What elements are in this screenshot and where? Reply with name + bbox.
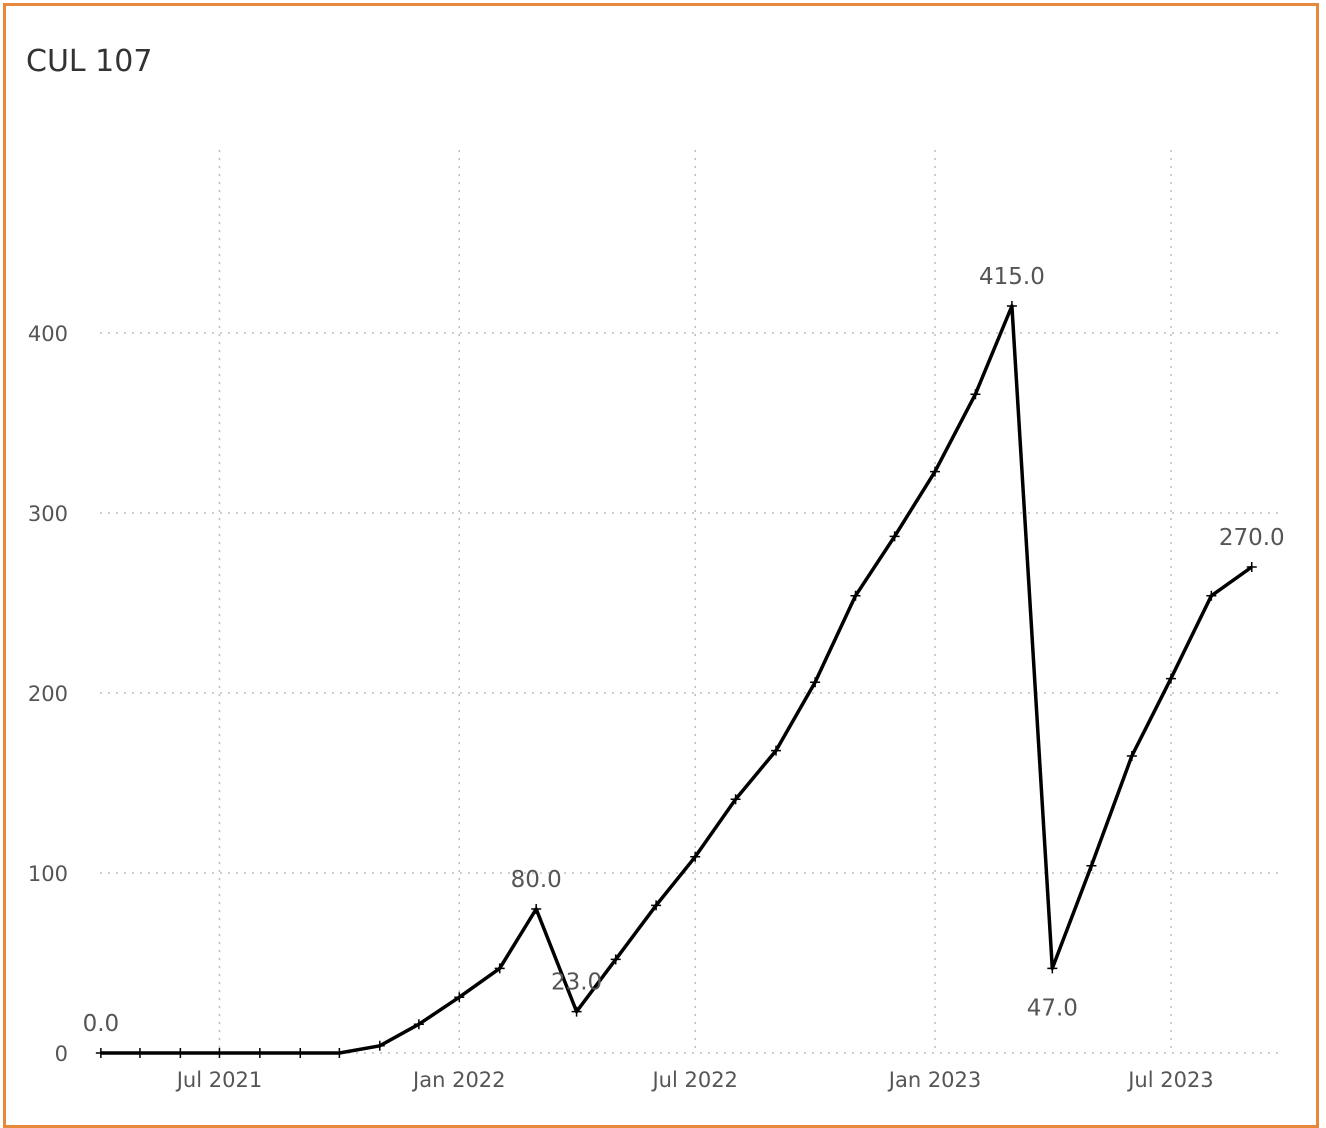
data-label: 270.0 [1219, 525, 1285, 551]
data-point [610, 954, 621, 965]
data-point [1206, 590, 1217, 601]
x-tick-label: Jul 2021 [175, 1068, 262, 1092]
y-tick-label: 400 [28, 322, 68, 346]
y-tick-label: 200 [28, 682, 68, 706]
y-tick-label: 0 [55, 1042, 68, 1066]
data-label: 0.0 [83, 1011, 120, 1037]
data-labels: 0.0 80.0 23.0 415.0 47.0 270.0 [83, 264, 1285, 1037]
data-point [494, 963, 505, 974]
chart-frame [3, 3, 1319, 1128]
data-point [413, 1019, 424, 1030]
data-point [175, 1048, 186, 1058]
data-point [810, 677, 821, 688]
x-tick-label: Jan 2023 [887, 1068, 982, 1092]
data-label: 23.0 [551, 970, 602, 996]
data-point [730, 794, 741, 805]
data-point [930, 466, 941, 477]
data-point [1126, 751, 1137, 761]
data-point [651, 900, 662, 911]
data-point [454, 992, 465, 1003]
x-tick-label: Jul 2022 [650, 1068, 737, 1092]
x-axis-ticks: Jul 2021 Jan 2022 Jul 2022 Jan 2023 Jul 2023 [175, 1068, 1214, 1092]
data-point [771, 745, 782, 756]
data-point [1047, 963, 1058, 974]
y-tick-label: 300 [28, 502, 68, 526]
grid-lines [100, 150, 1280, 1054]
data-label: 80.0 [511, 867, 562, 893]
data-point [970, 389, 981, 400]
data-point [254, 1048, 265, 1058]
data-point [1006, 301, 1017, 311]
data-markers [95, 301, 1257, 1058]
data-point [1086, 860, 1097, 871]
y-tick-label: 100 [28, 862, 68, 886]
data-point [850, 590, 861, 601]
data-point [295, 1048, 306, 1058]
data-point [889, 531, 900, 542]
data-point [374, 1040, 385, 1051]
data-label: 47.0 [1027, 995, 1078, 1021]
data-point [134, 1048, 145, 1058]
x-tick-label: Jan 2022 [411, 1068, 506, 1092]
data-point [690, 851, 701, 862]
data-point [1246, 562, 1257, 572]
data-point [531, 904, 542, 914]
data-point [214, 1048, 225, 1058]
series-line [100, 304, 1253, 1055]
data-point [334, 1048, 345, 1058]
data-point [571, 1006, 582, 1017]
chart-title: CUL 107 [26, 44, 153, 79]
data-point [95, 1048, 106, 1058]
y-axis-ticks: 0 100 200 300 400 [28, 322, 68, 1066]
data-label: 415.0 [979, 264, 1045, 290]
data-point [1165, 673, 1176, 684]
x-tick-label: Jul 2023 [1126, 1068, 1213, 1092]
